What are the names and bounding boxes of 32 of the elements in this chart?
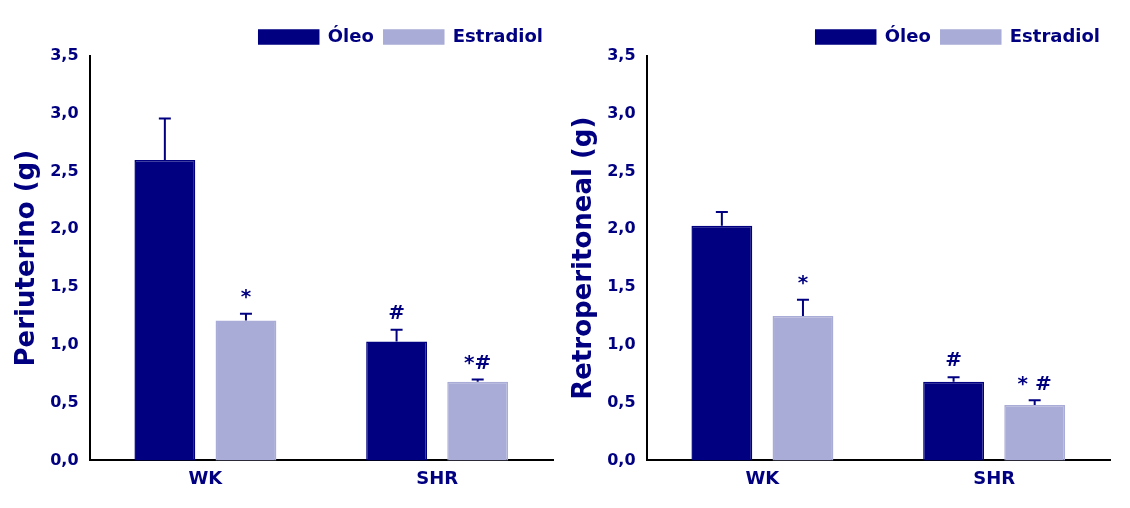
x-tick-label: SHR <box>973 466 1016 488</box>
y-tick-label: 3,0 <box>50 102 79 122</box>
y-tick-label: 0,0 <box>607 449 636 469</box>
y-tick-label: 3,5 <box>50 45 79 65</box>
y-tick-label: 1,5 <box>607 276 636 296</box>
y-tick-label: 1,0 <box>50 334 79 354</box>
y-tick-label: 1,0 <box>607 334 636 354</box>
annotation: # <box>388 300 405 325</box>
x-tick-label: WK <box>745 466 781 488</box>
legend-label: Óleo <box>327 24 374 46</box>
y-tick-label: 0,5 <box>50 391 79 411</box>
y-tick-label: 0,5 <box>607 391 636 411</box>
legend-label: Estradiol <box>452 24 544 46</box>
y-tick-label: 2,5 <box>607 160 636 180</box>
annotation: * # <box>1017 370 1052 395</box>
y-tick-label: 2,5 <box>50 160 79 180</box>
y-axis-title: Periuterino (g) <box>10 149 41 367</box>
y-tick-label: 2,0 <box>607 218 636 238</box>
x-tick-label: WK <box>188 466 224 488</box>
legend-label: Estradiol <box>1009 24 1101 46</box>
annotation: # <box>945 347 962 372</box>
annotation: *# <box>464 349 492 374</box>
annotation: * <box>240 283 252 308</box>
legend-label: Óleo <box>884 24 931 46</box>
annotation: * <box>797 270 809 294</box>
y-axis-title: Retroperitoneal (g) <box>567 116 598 400</box>
y-tick-label: 3,0 <box>607 102 636 122</box>
y-tick-label: 2,0 <box>50 218 79 238</box>
y-tick-label: 1,5 <box>50 276 79 296</box>
x-tick-label: SHR <box>416 466 459 488</box>
y-tick-label: 3,5 <box>607 45 636 65</box>
y-tick-label: 0,0 <box>50 449 79 469</box>
